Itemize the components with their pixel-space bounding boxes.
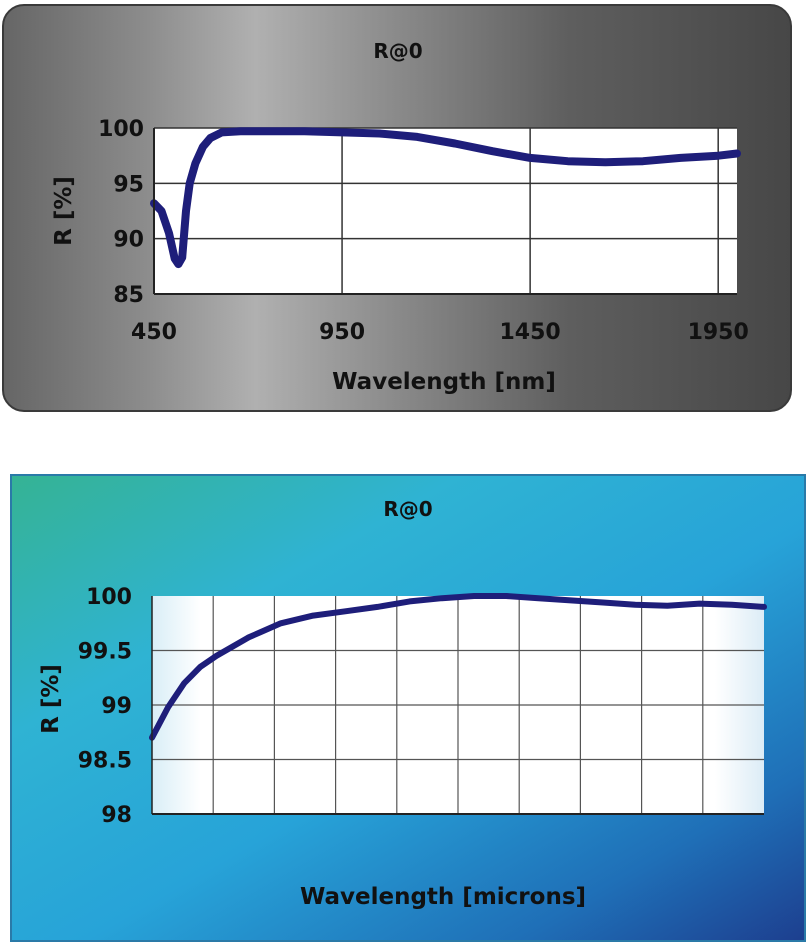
y-tick-label: 99.5 xyxy=(78,640,132,665)
y-tick-label: 90 xyxy=(113,228,144,253)
x-tick-label: 950 xyxy=(319,320,365,345)
chart-title: R@0 xyxy=(373,39,422,63)
y-axis-title: R [%] xyxy=(38,664,64,734)
y-tick-label: 85 xyxy=(113,283,144,308)
series-line xyxy=(150,127,741,269)
y-tick-label: 99 xyxy=(101,694,132,719)
series-line xyxy=(149,593,767,741)
x-tick-label: 450 xyxy=(131,320,177,345)
y-tick-label: 98 xyxy=(101,803,132,828)
x-tick-label: 1950 xyxy=(688,320,749,345)
y-axis-title: R [%] xyxy=(51,176,77,246)
chart-panel-bottom: 100 99.5 99 98.5 98 R@0 Wavelength [microns]… xyxy=(10,474,806,942)
chart-title: R@0 xyxy=(383,497,432,521)
plot-area xyxy=(154,128,737,294)
chart-top: 100 95 90 85 450 950 1450 1950 R@0 Wavelength [… xyxy=(51,39,749,395)
x-axis-title: Wavelength [nm] xyxy=(332,369,556,395)
x-axis-title: Wavelength [microns] xyxy=(300,884,586,910)
y-tick-label: 100 xyxy=(86,585,132,610)
chart-bottom: 100 99.5 99 98.5 98 R@0 Wavelength [microns]… xyxy=(38,497,767,910)
x-tick-label: 1450 xyxy=(500,320,561,345)
y-tick-label: 95 xyxy=(113,172,144,197)
chart-panel-top: 100 95 90 85 450 950 1450 1950 R@0 Wavelength [… xyxy=(2,4,792,412)
y-tick-label: 100 xyxy=(98,117,144,142)
y-tick-label: 98.5 xyxy=(78,749,132,774)
